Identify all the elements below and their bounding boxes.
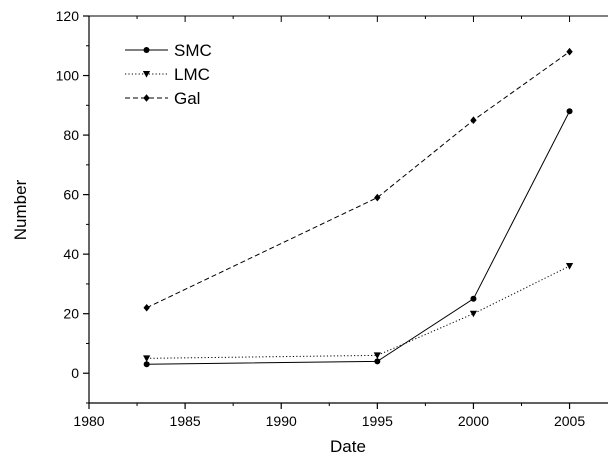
legend-item-gal: Gal [125,89,200,108]
gal-point [143,303,150,312]
legend-label-lmc: LMC [174,65,210,84]
smc-point [566,108,573,115]
gal-point [374,193,381,202]
series-lmc [143,263,574,362]
legend-item-smc: SMC [125,41,212,60]
series-layer [143,47,574,368]
y-tick-label: 100 [56,68,80,84]
lmc-point [373,352,381,359]
y-tick-label: 20 [63,306,79,322]
series-gal [143,47,573,312]
smc-point [374,358,381,365]
gal-point [566,47,573,56]
legend-marker-smc [143,47,150,53]
y-tick-label: 120 [56,8,80,24]
legend-marker-gal [143,94,150,102]
series-smc [143,108,573,368]
smc-line [146,111,571,365]
smc-point [143,361,150,368]
y-tick-label: 80 [63,127,79,143]
x-tick-label: 1990 [266,413,297,429]
lmc-point [143,355,151,362]
legend-label-smc: SMC [174,41,212,60]
y-axis: 0 20 40 60 80 100 120 [56,8,89,404]
x-tick-label: 1980 [73,413,104,429]
gal-line [146,51,570,309]
x-axis: 1980 1985 1990 1995 2000 2005 [73,16,585,429]
y-tick-label: 60 [63,187,79,203]
x-tick-label: 1985 [170,413,201,429]
x-axis-title: Date [330,437,366,455]
legend-label-gal: Gal [174,89,200,108]
smc-point [470,295,477,302]
x-tick-label: 2000 [458,413,489,429]
legend: SMC LMC Gal [125,41,212,108]
lmc-line [146,265,570,359]
y-tick-label: 0 [71,365,79,381]
y-axis-title: Number [11,179,30,240]
legend-item-lmc: LMC [125,65,210,84]
lmc-point [565,263,574,270]
legend-marker-lmc [142,71,151,78]
x-tick-label: 1995 [362,413,393,429]
lmc-point [469,310,478,318]
gal-point [470,116,477,124]
y-tick-label: 40 [63,246,79,262]
x-tick-label: 2005 [554,413,585,429]
